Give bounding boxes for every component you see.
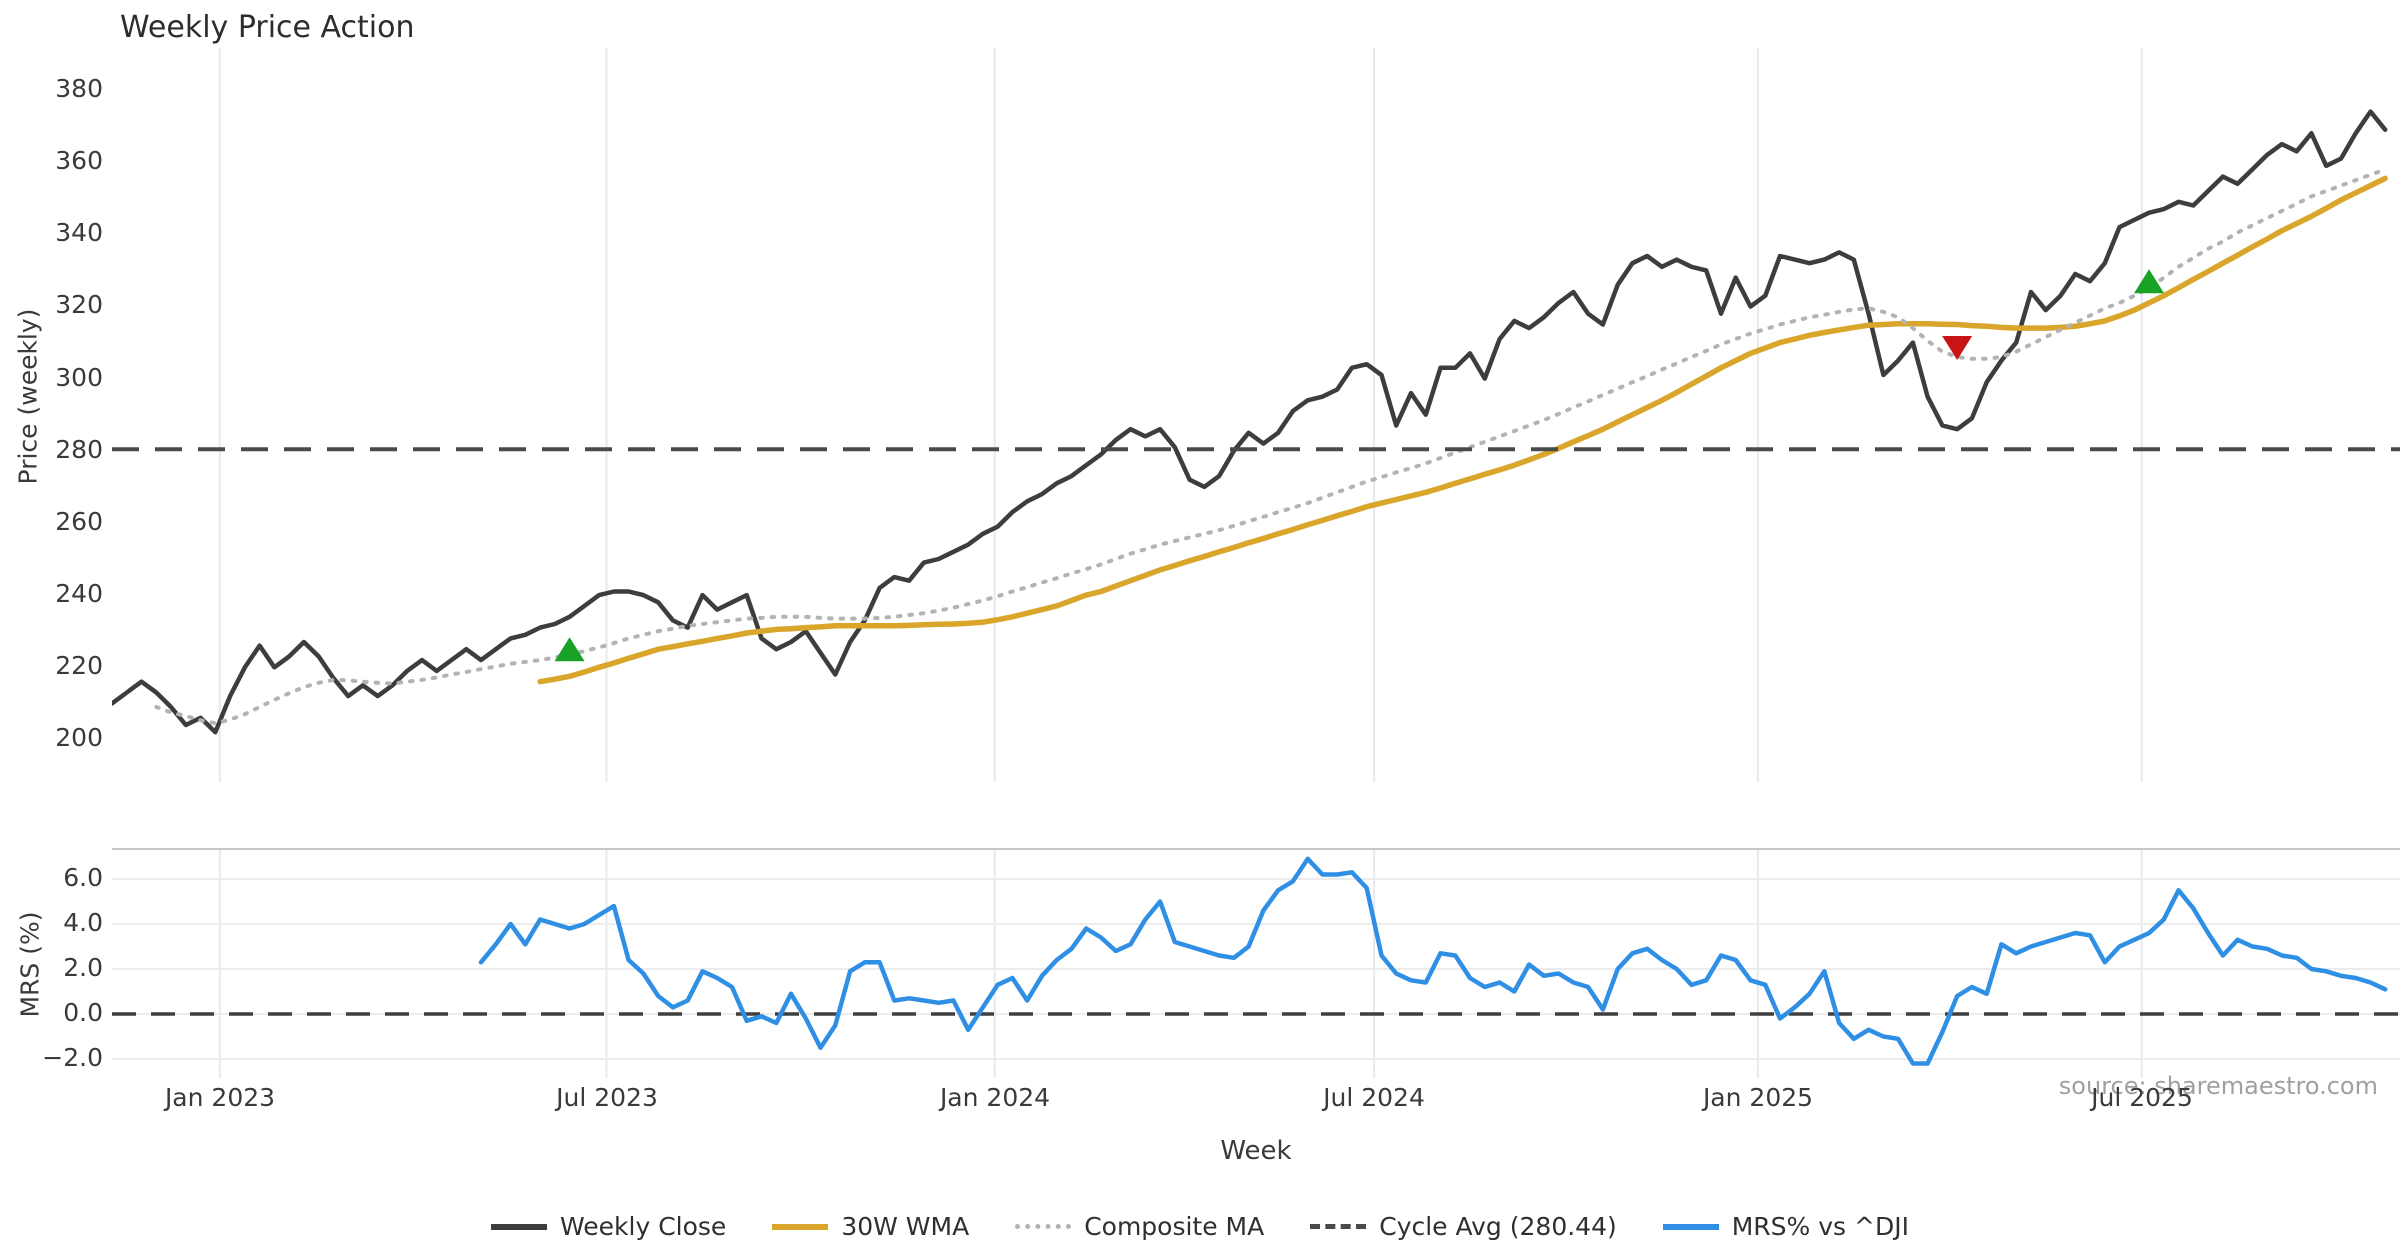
mrs-y-tick: 4.0: [63, 908, 103, 937]
price-y-tick: 340: [55, 218, 103, 247]
legend-item: Cycle Avg (280.44): [1310, 1212, 1617, 1241]
signal-triangle-down: [1942, 335, 1973, 360]
price-y-tick: 220: [55, 651, 103, 680]
legend: Weekly Close 30W WMA Composite MA Cycle …: [0, 1212, 2400, 1241]
price-y-tick: 280: [55, 435, 103, 464]
legend-swatch: [1310, 1224, 1367, 1229]
signal-triangle-up: [554, 637, 585, 662]
mrs-y-tick: 2.0: [63, 953, 103, 982]
price-y-tick: 300: [55, 363, 103, 392]
price-y-tick: 380: [55, 74, 103, 103]
series-weekly-close: [112, 109, 2388, 735]
price-y-tick: 260: [55, 507, 103, 536]
series-composite-ma: [154, 167, 2388, 726]
legend-swatch: [1015, 1224, 1072, 1229]
chart-title: Weekly Price Action: [120, 10, 415, 45]
price-y-tick: 200: [55, 723, 103, 752]
price-y-tick: 320: [55, 290, 103, 319]
x-tick: Jan 2025: [1702, 1083, 1814, 1112]
price-y-tick: 360: [55, 146, 103, 175]
price-y-tick: 240: [55, 579, 103, 608]
mrs-y-tick: 0.0: [63, 998, 103, 1027]
x-tick: Jan 2023: [164, 1083, 276, 1112]
legend-item: 30W WMA: [772, 1212, 969, 1241]
signal-triangle-up: [2134, 269, 2165, 294]
legend-item: Weekly Close: [491, 1212, 726, 1241]
legend-label: Cycle Avg (280.44): [1379, 1212, 1617, 1241]
legend-label: MRS% vs ^DJI: [1731, 1212, 1909, 1241]
x-tick: Jul 2025: [2091, 1083, 2193, 1112]
series-mrs-vs-dji: [478, 856, 2388, 1066]
source-note: source: sharemaestro.com: [2058, 1072, 2378, 1100]
legend-label: Weekly Close: [560, 1212, 727, 1241]
legend-item: MRS% vs ^DJI: [1662, 1212, 1909, 1241]
legend-label: Composite MA: [1084, 1212, 1265, 1241]
legend-label: 30W WMA: [841, 1212, 970, 1241]
mrs-y-tick: 6.0: [63, 863, 103, 892]
x-tick: Jan 2024: [939, 1083, 1051, 1112]
legend-swatch: [491, 1223, 548, 1230]
x-axis-label: Week: [1220, 1136, 1292, 1166]
legend-item: Composite MA: [1015, 1212, 1264, 1241]
mrs-y-tick: −2.0: [42, 1043, 103, 1072]
legend-swatch: [1662, 1223, 1719, 1230]
x-tick: Jul 2023: [556, 1083, 658, 1112]
legend-swatch: [772, 1223, 829, 1230]
series-30w-wma: [537, 175, 2388, 685]
x-tick: Jul 2024: [1323, 1083, 1425, 1112]
